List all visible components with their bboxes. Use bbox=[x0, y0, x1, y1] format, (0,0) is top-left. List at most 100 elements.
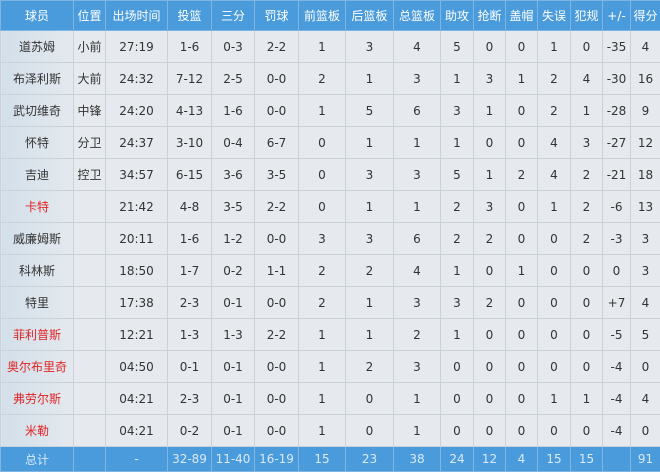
column-header[interactable]: 出场时间 bbox=[105, 0, 168, 31]
stat-cell: 2-2 bbox=[254, 318, 299, 351]
player-name[interactable]: 弗劳尔斯 bbox=[0, 382, 74, 415]
stat-cell: -21 bbox=[602, 158, 631, 191]
player-row: 道苏姆 小前 27:19 1-6 0-3 2-2 1 3 4 5 0 0 1 0 -35 4 bbox=[0, 30, 660, 63]
player-name[interactable]: 怀特 bbox=[0, 126, 74, 159]
stat-cell: 6 bbox=[393, 94, 441, 127]
total-cell: 23 bbox=[345, 446, 394, 472]
stat-cell: 0-1 bbox=[211, 286, 255, 319]
stat-cell: 2-2 bbox=[254, 30, 299, 63]
column-header[interactable]: 失误 bbox=[537, 0, 571, 31]
stat-cell: 7-12 bbox=[167, 62, 212, 95]
stat-cell: 12:21 bbox=[105, 318, 168, 351]
stat-cell: 4 bbox=[393, 30, 441, 63]
column-header[interactable]: 球员 bbox=[0, 0, 74, 31]
column-header[interactable]: 总篮板 bbox=[393, 0, 441, 31]
total-cell: 15 bbox=[537, 446, 571, 472]
total-cell: 32-89 bbox=[167, 446, 212, 472]
column-header[interactable]: 罚球 bbox=[254, 0, 299, 31]
stat-cell: 04:21 bbox=[105, 382, 168, 415]
stat-cell: -4 bbox=[602, 382, 631, 415]
stat-cell: 0 bbox=[505, 318, 538, 351]
player-name[interactable]: 科林斯 bbox=[0, 254, 74, 287]
stat-cell: 控卫 bbox=[73, 158, 106, 191]
total-cell: 91 bbox=[630, 446, 660, 472]
total-cell: 15 bbox=[298, 446, 346, 472]
stat-cell: 2-2 bbox=[254, 190, 299, 223]
column-header[interactable]: 盖帽 bbox=[505, 0, 538, 31]
stat-cell: 21:42 bbox=[105, 190, 168, 223]
stat-cell: 1-6 bbox=[167, 222, 212, 255]
player-name[interactable]: 特里 bbox=[0, 286, 74, 319]
stat-cell: 0 bbox=[473, 254, 506, 287]
stat-cell: 0 bbox=[537, 350, 571, 383]
stat-cell: 2 bbox=[570, 222, 603, 255]
stat-cell: 1 bbox=[440, 318, 474, 351]
column-header[interactable]: 三分 bbox=[211, 0, 255, 31]
stat-cell: 0 bbox=[505, 190, 538, 223]
stat-cell: 0-0 bbox=[254, 350, 299, 383]
column-header[interactable]: 犯规 bbox=[570, 0, 603, 31]
stat-cell: 3 bbox=[393, 62, 441, 95]
stat-cell: 5 bbox=[345, 94, 394, 127]
player-name[interactable]: 卡特 bbox=[0, 190, 74, 223]
column-header[interactable]: 抢断 bbox=[473, 0, 506, 31]
stat-cell bbox=[73, 414, 106, 447]
player-row: 科林斯 18:50 1-7 0-2 1-1 2 2 4 1 0 1 0 0 0 3 bbox=[0, 254, 660, 287]
stat-cell: 1 bbox=[570, 94, 603, 127]
stat-cell: 0 bbox=[537, 414, 571, 447]
stat-cell: 0 bbox=[473, 350, 506, 383]
stat-cell: 2 bbox=[298, 286, 346, 319]
column-header[interactable]: 助攻 bbox=[440, 0, 474, 31]
column-header[interactable]: 位置 bbox=[73, 0, 106, 31]
stat-cell: 0 bbox=[505, 126, 538, 159]
stat-cell: 1 bbox=[440, 62, 474, 95]
stat-cell: 1 bbox=[473, 94, 506, 127]
stat-cell: 0 bbox=[570, 254, 603, 287]
player-name[interactable]: 威廉姆斯 bbox=[0, 222, 74, 255]
stat-cell: 中锋 bbox=[73, 94, 106, 127]
column-header[interactable]: 前篮板 bbox=[298, 0, 346, 31]
column-header[interactable]: 得分 bbox=[630, 0, 660, 31]
stat-cell: 0 bbox=[537, 286, 571, 319]
stat-cell: 2 bbox=[473, 222, 506, 255]
stat-cell: 1 bbox=[345, 62, 394, 95]
stat-cell: 1 bbox=[298, 94, 346, 127]
column-header[interactable]: 投篮 bbox=[167, 0, 212, 31]
player-row: 吉迪 控卫 34:57 6-15 3-6 3-5 0 3 3 5 1 2 4 2 -21 18 bbox=[0, 158, 660, 191]
stat-cell: 4 bbox=[630, 30, 660, 63]
player-name[interactable]: 菲利普斯 bbox=[0, 318, 74, 351]
player-name[interactable]: 米勒 bbox=[0, 414, 74, 447]
stat-cell: 16 bbox=[630, 62, 660, 95]
player-name[interactable]: 布泽利斯 bbox=[0, 62, 74, 95]
stat-cell: 1 bbox=[393, 414, 441, 447]
stat-cell: 2 bbox=[298, 62, 346, 95]
player-name[interactable]: 武切维奇 bbox=[0, 94, 74, 127]
stat-cell: -6 bbox=[602, 190, 631, 223]
stat-cell: 0 bbox=[473, 382, 506, 415]
stat-cell: 0 bbox=[298, 158, 346, 191]
stat-cell: 0 bbox=[473, 318, 506, 351]
player-name[interactable]: 吉迪 bbox=[0, 158, 74, 191]
player-name[interactable]: 奥尔布里奇 bbox=[0, 350, 74, 383]
stat-cell: 2 bbox=[345, 350, 394, 383]
stat-cell: 1 bbox=[298, 318, 346, 351]
stat-cell: 0 bbox=[537, 222, 571, 255]
player-row: 武切维奇 中锋 24:20 4-13 1-6 0-0 1 5 6 3 1 0 2 1 -28 9 bbox=[0, 94, 660, 127]
stat-cell: 0 bbox=[570, 30, 603, 63]
stat-cell: 1 bbox=[298, 350, 346, 383]
stat-cell: 1 bbox=[440, 126, 474, 159]
total-cell: 4 bbox=[505, 446, 538, 472]
stat-cell: 0 bbox=[602, 254, 631, 287]
stat-cell: 2 bbox=[570, 158, 603, 191]
column-header[interactable]: 后篮板 bbox=[345, 0, 394, 31]
stat-cell: 3 bbox=[393, 286, 441, 319]
total-cell bbox=[73, 446, 106, 472]
stat-cell: 4 bbox=[537, 158, 571, 191]
column-header[interactable]: +/- bbox=[602, 0, 631, 31]
stat-cell: 1-7 bbox=[167, 254, 212, 287]
stat-cell: 0 bbox=[345, 382, 394, 415]
stat-cell: 4 bbox=[630, 286, 660, 319]
player-name[interactable]: 道苏姆 bbox=[0, 30, 74, 63]
stat-cell: 0 bbox=[570, 414, 603, 447]
stat-cell: 0-2 bbox=[211, 254, 255, 287]
